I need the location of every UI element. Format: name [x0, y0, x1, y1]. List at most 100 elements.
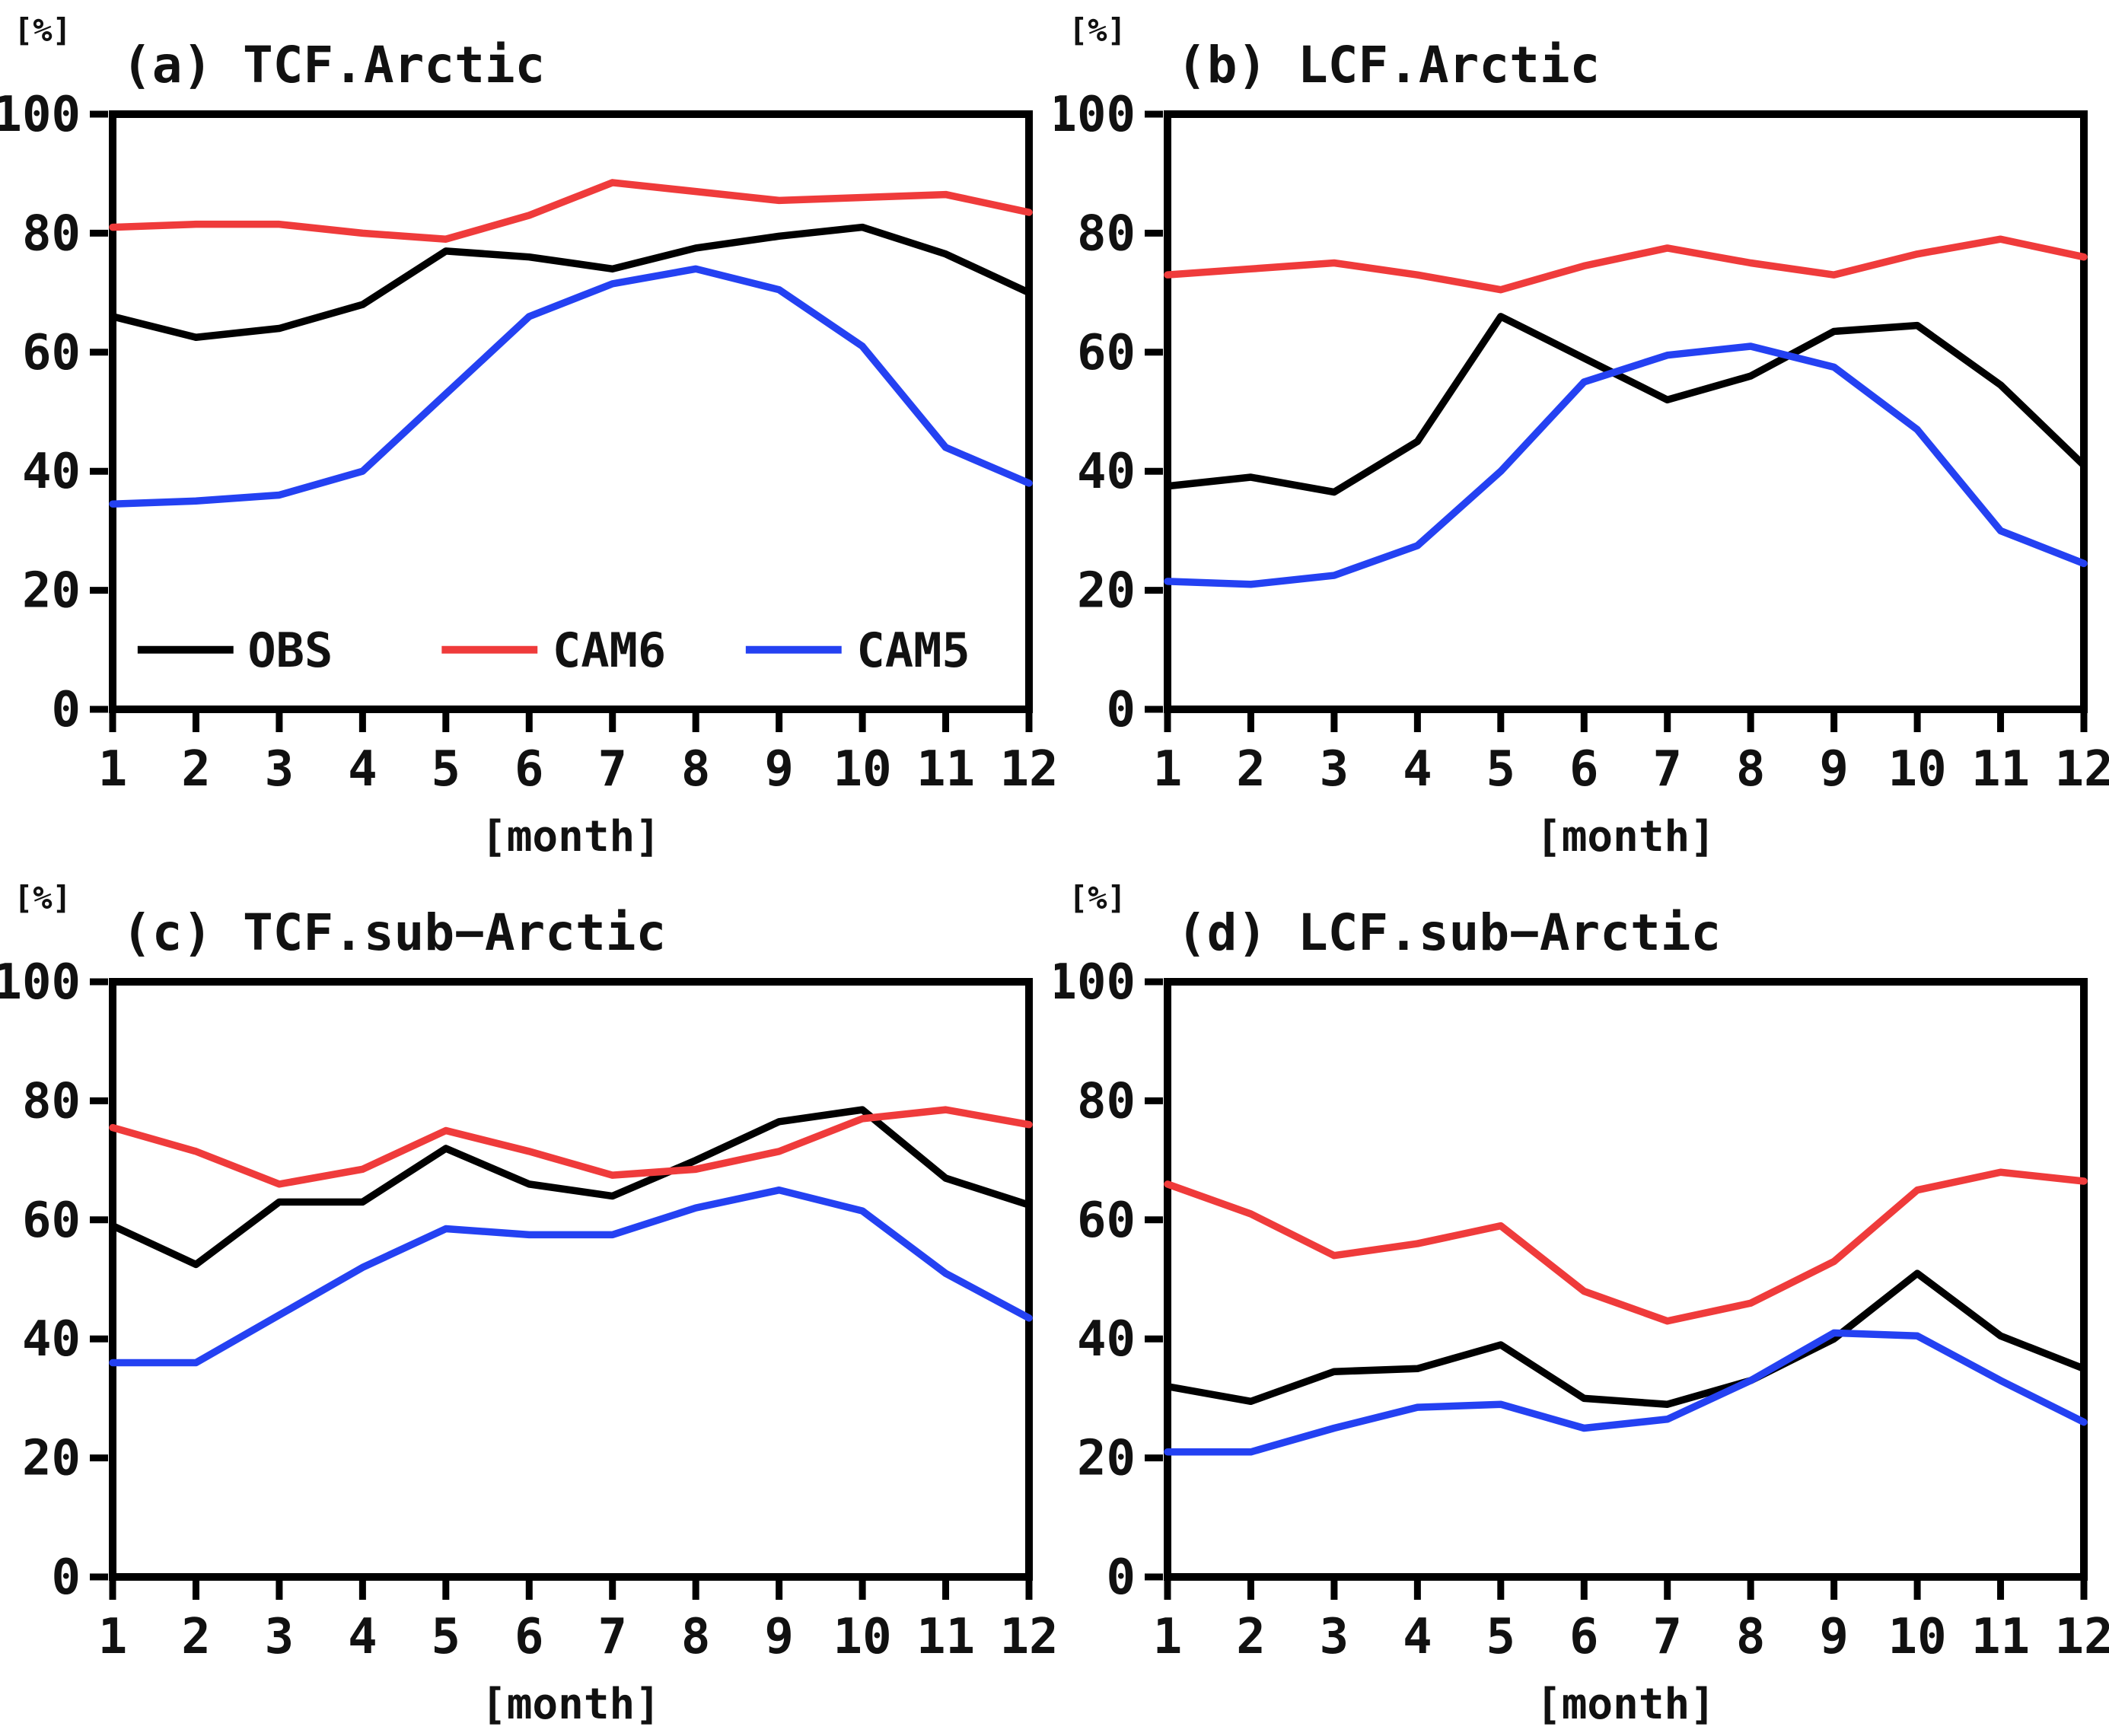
- x-axis-label: [month]: [481, 1680, 661, 1729]
- y-tick-label: 60: [1077, 1193, 1136, 1249]
- x-tick-label: 11: [916, 741, 975, 798]
- y-tick-label: 40: [1077, 444, 1136, 500]
- legend-label-cam5: CAM5: [856, 623, 970, 678]
- x-tick-label: 12: [999, 741, 1055, 798]
- y-tick-label: 100: [1055, 954, 1136, 1011]
- panel-c: [%] (c) TCF.sub−Arctic 0 20 40 60 80 100 1 2 3 4 5…: [0, 868, 1055, 1736]
- x-tick-label: 2: [181, 1609, 211, 1665]
- y-tick-label: 20: [22, 1431, 81, 1487]
- x-tick-label: 7: [1652, 1609, 1682, 1665]
- x-tick-label: 12: [999, 1609, 1055, 1665]
- x-tick-label: 11: [916, 1609, 975, 1665]
- y-tick-label: 20: [1077, 1431, 1136, 1487]
- x-tick-label: 12: [2054, 741, 2109, 798]
- panel-b-title: (b) LCF.Arctic: [1177, 36, 1600, 94]
- obs-line: [1164, 313, 2088, 496]
- x-tick-label: 12: [2054, 1609, 2109, 1665]
- y-unit-label: [%]: [14, 11, 72, 49]
- x-axis-label: [month]: [481, 812, 661, 862]
- x-tick-label: 5: [432, 1609, 461, 1665]
- y-tick-label: 80: [1077, 1073, 1136, 1129]
- y-tick-label: 100: [0, 954, 81, 1011]
- y-unit-label: [%]: [1069, 11, 1126, 49]
- panel-d-title: (d) LCF.sub−Arctic: [1177, 903, 1721, 962]
- y-tick-label: 80: [22, 205, 81, 262]
- cam5-line: [1164, 1329, 2088, 1456]
- cam5-line: [109, 1186, 1033, 1367]
- panel-c-title: (c) TCF.sub−Arctic: [122, 903, 666, 962]
- x-tick-label: 7: [597, 1609, 627, 1665]
- y-tick-label: 60: [22, 325, 81, 381]
- y-tick-label: 40: [1077, 1311, 1136, 1368]
- x-tick-label: 8: [681, 741, 711, 798]
- x-tick-label: 8: [1736, 1609, 1766, 1665]
- plot-frame: [109, 110, 1033, 713]
- x-tick-label: 7: [597, 741, 627, 798]
- x-axis-label: [month]: [1536, 1680, 1716, 1729]
- x-tick-label: 7: [1652, 741, 1682, 798]
- x-tick-label: 9: [1819, 741, 1849, 798]
- y-tick-label: 0: [1106, 1550, 1136, 1606]
- y-tick-label: 40: [22, 1311, 81, 1368]
- x-tick-label: 4: [1403, 1609, 1432, 1665]
- y-tick-label: 60: [22, 1193, 81, 1249]
- panel-d: [%] (d) LCF.sub−Arctic 0 20 40 60 80 100 1 2 3 4 5…: [1055, 868, 2109, 1736]
- panel-a: [%] (a) TCF.Arctic 0 20 40 60 80 100 1 2 3 4 5 6 7 8 9…: [0, 0, 1055, 868]
- x-tick-label: 5: [1486, 1609, 1516, 1665]
- panel-b: [%] (b) LCF.Arctic 0 20 40 60 80 100 1 2 3 4 5 6 7 8 9…: [1055, 0, 2109, 868]
- obs-line: [109, 223, 1033, 341]
- cam5-line: [109, 265, 1033, 508]
- cam5-line: [1164, 342, 2088, 588]
- x-tick-label: 1: [1153, 741, 1183, 798]
- plot-frame: [1164, 978, 2088, 1581]
- y-tick-label: 0: [51, 1550, 81, 1606]
- y-tick-label: 100: [0, 87, 81, 143]
- obs-line: [1164, 1269, 2088, 1408]
- x-tick-label: 9: [764, 1609, 794, 1665]
- y-tick-label: 20: [22, 563, 81, 620]
- plot-frame: [1164, 110, 2088, 713]
- y-tick-label: 80: [1077, 205, 1136, 262]
- y-tick-label: 0: [1106, 682, 1136, 738]
- x-tick-label: 11: [1971, 741, 2030, 798]
- x-tick-label: 2: [181, 741, 211, 798]
- x-tick-label: 9: [764, 741, 794, 798]
- x-tick-label: 10: [833, 741, 892, 798]
- cam6-line: [1164, 235, 2088, 294]
- x-tick-label: 9: [1819, 1609, 1849, 1665]
- x-tick-label: 8: [1736, 741, 1766, 798]
- x-tick-label: 10: [1888, 1609, 1947, 1665]
- x-tick-label: 1: [98, 741, 128, 798]
- x-tick-label: 5: [432, 741, 461, 798]
- cam6-line: [1164, 1168, 2088, 1325]
- y-tick-label: 0: [51, 682, 81, 738]
- y-tick-label: 20: [1077, 563, 1136, 620]
- x-tick-label: 6: [515, 741, 544, 798]
- y-unit-label: [%]: [1069, 879, 1126, 916]
- x-tick-label: 10: [833, 1609, 892, 1665]
- cam6-line: [109, 1106, 1033, 1188]
- y-tick-label: 100: [1055, 87, 1136, 143]
- plot-frame: [109, 978, 1033, 1581]
- y-unit-label: [%]: [14, 879, 72, 916]
- y-tick-label: 80: [22, 1073, 81, 1129]
- x-tick-label: 3: [1320, 741, 1349, 798]
- x-tick-label: 3: [265, 741, 295, 798]
- y-tick-label: 60: [1077, 325, 1136, 381]
- obs-line: [109, 1106, 1033, 1269]
- x-tick-label: 5: [1486, 741, 1516, 798]
- x-tick-label: 1: [98, 1609, 128, 1665]
- x-tick-label: 2: [1236, 741, 1266, 798]
- legend-label-cam6: CAM6: [553, 623, 666, 678]
- x-tick-label: 4: [348, 1609, 378, 1665]
- x-tick-label: 4: [1403, 741, 1432, 798]
